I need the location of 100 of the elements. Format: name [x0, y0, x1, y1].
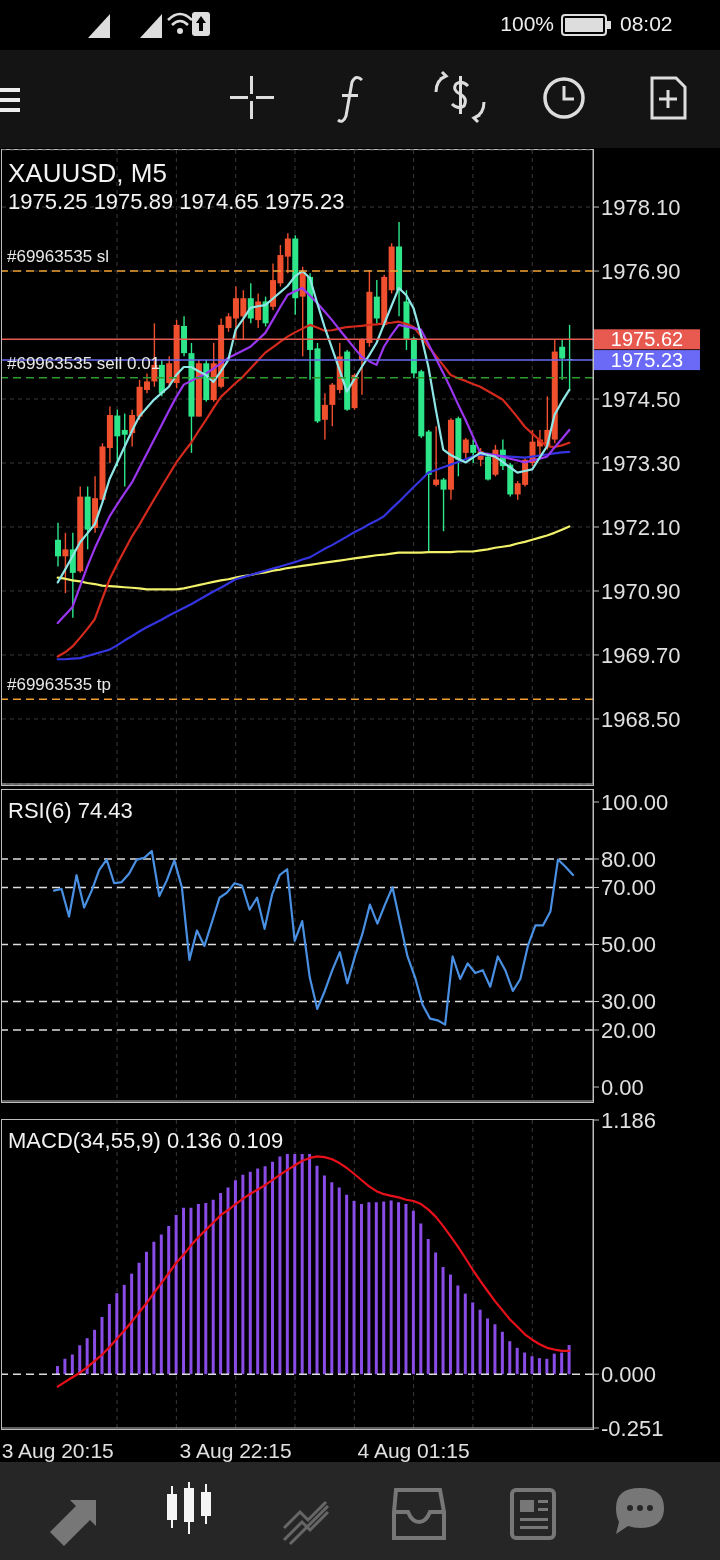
- bar: [107, 1303, 111, 1375]
- bar: [434, 1252, 438, 1375]
- bar: [211, 1199, 215, 1375]
- candlestick: [255, 292, 262, 329]
- y-tick-label: 1969.70: [601, 642, 681, 668]
- line-series: [56, 525, 571, 591]
- bar: [182, 1207, 186, 1375]
- bar: [486, 1318, 490, 1375]
- bar: [300, 1154, 304, 1375]
- bar: [567, 1345, 571, 1375]
- bar: [85, 1338, 89, 1375]
- bar: [508, 1341, 512, 1375]
- chart-title: RSI(6) 74.43: [8, 798, 133, 825]
- ref-line-label: 1975.62: [610, 328, 684, 351]
- bar: [382, 1201, 386, 1375]
- bar: [263, 1166, 267, 1375]
- bar: [219, 1193, 223, 1375]
- bar: [285, 1154, 289, 1375]
- ref-line-label: 1975.23: [610, 349, 684, 372]
- bar: [226, 1187, 230, 1375]
- bar: [322, 1175, 326, 1375]
- y-tick-label: 80.00: [601, 846, 657, 872]
- y-tick-label: 30.00: [601, 989, 657, 1015]
- bar: [404, 1204, 408, 1375]
- bar: [100, 1316, 104, 1375]
- chart-title: MACD(34,55,9) 0.136 0.109: [8, 1128, 284, 1155]
- x-tick-label: 3 Aug 20:15: [1, 1439, 114, 1462]
- bar: [167, 1226, 171, 1375]
- bar: [278, 1156, 282, 1375]
- y-tick-label: 20.00: [601, 1017, 657, 1043]
- bar: [560, 1352, 564, 1375]
- bar: [345, 1194, 349, 1375]
- bar: [500, 1331, 504, 1375]
- y-tick-label: 1.186: [601, 1107, 657, 1133]
- bar: [204, 1202, 208, 1375]
- bar: [241, 1174, 245, 1375]
- bar: [530, 1356, 534, 1375]
- bar: [293, 1154, 297, 1375]
- bar: [174, 1214, 178, 1375]
- bar: [374, 1202, 378, 1375]
- bar: [352, 1201, 356, 1375]
- bar: [144, 1251, 148, 1375]
- candlestick: [121, 412, 128, 488]
- bar: [256, 1168, 260, 1375]
- candlestick: [440, 477, 447, 532]
- bar: [70, 1354, 74, 1375]
- y-tick-label: -0.251: [601, 1415, 664, 1441]
- y-tick-label: 1968.50: [601, 706, 681, 732]
- bar: [426, 1238, 430, 1375]
- bar: [337, 1187, 341, 1375]
- bar: [248, 1171, 252, 1375]
- bar: [463, 1293, 467, 1375]
- y-tick-label: 1973.30: [601, 450, 681, 476]
- bar: [441, 1267, 445, 1375]
- candlestick: [470, 438, 477, 464]
- bar: [359, 1204, 363, 1375]
- bar: [78, 1345, 82, 1375]
- x-tick-label: 3 Aug 22:15: [179, 1439, 292, 1462]
- bar: [122, 1284, 126, 1375]
- bar: [367, 1202, 371, 1375]
- bar: [315, 1165, 319, 1375]
- candlestick: [433, 425, 440, 488]
- bar: [152, 1241, 156, 1375]
- candlestick: [284, 232, 291, 274]
- candlestick: [462, 437, 469, 461]
- bar: [552, 1353, 556, 1375]
- x-tick-label: 4 Aug 01:15: [357, 1439, 470, 1462]
- ref-line-label: #69963535 tp: [7, 675, 111, 695]
- bar: [456, 1285, 460, 1375]
- bar: [115, 1293, 119, 1375]
- bar: [397, 1202, 401, 1375]
- y-tick-label: 0.000: [601, 1362, 657, 1388]
- bar: [471, 1302, 475, 1375]
- bar: [411, 1210, 415, 1375]
- text: 1975.25 1975.89 1974.65 1975.23: [8, 189, 345, 216]
- candlestick: [62, 532, 69, 594]
- y-tick-label: 0.00: [601, 1074, 644, 1100]
- bar: [196, 1204, 200, 1375]
- bar: [515, 1347, 519, 1375]
- bar: [189, 1207, 193, 1375]
- y-tick-label: 1978.10: [601, 194, 681, 220]
- y-tick-label: 100.00: [601, 789, 669, 815]
- text: 100%: [500, 12, 554, 36]
- bar: [478, 1309, 482, 1375]
- bar: [389, 1200, 393, 1375]
- bar: [93, 1329, 97, 1375]
- bar: [308, 1154, 312, 1375]
- bar: [330, 1182, 334, 1375]
- bar: [523, 1352, 527, 1375]
- bar: [493, 1324, 497, 1375]
- bar: [137, 1262, 141, 1375]
- y-tick-label: 1970.90: [601, 578, 681, 604]
- bar: [159, 1234, 163, 1375]
- candlestick: [559, 339, 566, 381]
- bar: [537, 1358, 541, 1375]
- line-series: [52, 849, 575, 1026]
- bar: [130, 1273, 134, 1375]
- bar: [419, 1223, 423, 1375]
- chart-title: XAUUSD, M5: [8, 158, 168, 190]
- y-tick-label: 1974.50: [601, 386, 681, 412]
